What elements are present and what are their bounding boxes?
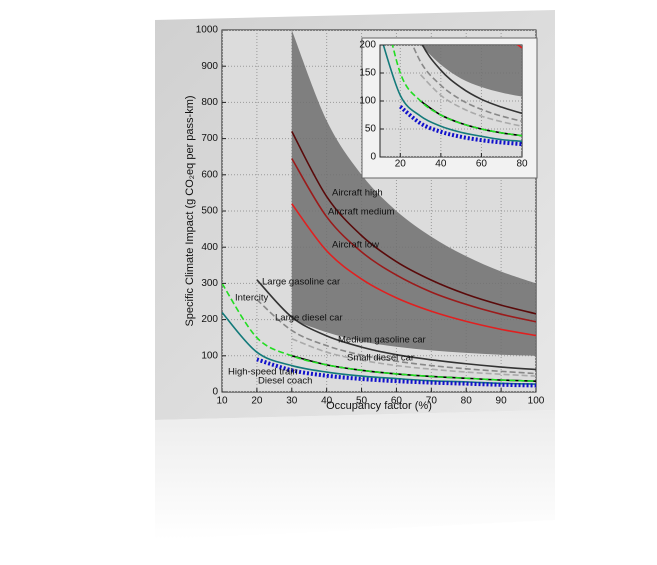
x-tick-label: 40 — [435, 159, 447, 170]
x-tick-label: 20 — [395, 159, 407, 170]
y-tick-label: 100 — [201, 350, 218, 361]
x-axis-label: Occupancy factor (%) — [326, 400, 432, 412]
series-line — [419, 74, 522, 128]
series-line — [398, 105, 522, 147]
y-tick-label: 1000 — [196, 25, 219, 36]
series-line — [421, 45, 522, 115]
series-label: Aircraft low — [332, 240, 379, 251]
series-line — [291, 338, 536, 377]
y-tick-label: 500 — [201, 206, 218, 217]
uncertainty-band — [420, 45, 522, 97]
y-tick-label: 150 — [359, 68, 376, 79]
x-tick-label: 60 — [391, 396, 403, 407]
x-tick-label: 80 — [461, 396, 473, 407]
y-tick-label: 0 — [212, 387, 218, 398]
series-label: Diesel coach — [258, 376, 312, 387]
series-label: Large diesel car — [275, 313, 343, 324]
x-tick-label: 10 — [216, 396, 228, 407]
series-line — [291, 130, 536, 315]
x-tick-label: 90 — [496, 396, 508, 407]
series-label: Medium gasoline car — [338, 335, 426, 346]
x-tick-label: 70 — [426, 396, 438, 407]
y-tick-label: 800 — [201, 97, 218, 108]
x-tick-label: 60 — [476, 159, 488, 170]
reflection — [155, 410, 555, 540]
series-label: Small diesel car — [347, 353, 414, 364]
series-line — [291, 203, 536, 337]
series-line — [222, 282, 536, 382]
inset-layer — [380, 45, 522, 157]
series-line — [411, 45, 522, 122]
y-tick-label: 200 — [359, 40, 376, 51]
y-tick-label: 600 — [201, 169, 218, 180]
x-tick-label: 80 — [516, 159, 528, 170]
y-tick-label: 300 — [201, 278, 218, 289]
series-line — [291, 158, 536, 323]
x-tick-label: 50 — [356, 396, 368, 407]
series-line — [382, 45, 522, 143]
series-line — [256, 279, 536, 371]
series-label: Large gasoline car — [262, 277, 340, 288]
series-line — [391, 45, 522, 137]
x-tick-label: 30 — [286, 396, 298, 407]
inset-axes-layer: 0 50 100 150 200 20 40 60 80 — [359, 40, 528, 170]
y-tick-label: 700 — [201, 133, 218, 144]
series-label: High-speed train — [228, 367, 298, 378]
y-tick-label: 0 — [370, 152, 376, 163]
y-tick-label: 400 — [201, 242, 218, 253]
series-line — [256, 299, 536, 375]
series-label: Aircraft medium — [328, 207, 395, 218]
series-label: Aircraft high — [332, 188, 383, 199]
x-tick-label: 20 — [251, 396, 263, 407]
y-tick-label: 200 — [201, 314, 218, 325]
series-line — [256, 357, 536, 388]
series-label: Intercity — [235, 293, 269, 304]
y-tick-label: 900 — [201, 61, 218, 72]
y-tick-label: 100 — [359, 96, 376, 107]
x-tick-label: 100 — [528, 396, 545, 407]
y-axis-label: Specific Climate Impact (g CO₂eq per pas… — [184, 95, 196, 326]
x-tick-label: 40 — [321, 396, 333, 407]
y-tick-label: 50 — [365, 124, 377, 135]
uncertainty-band — [291, 30, 536, 356]
